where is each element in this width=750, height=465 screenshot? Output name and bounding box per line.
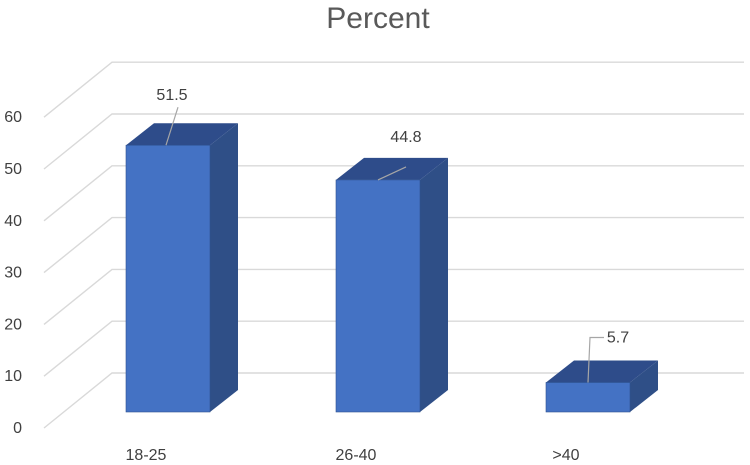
data-label-leader (587, 336, 604, 383)
data-label: 5.7 (607, 329, 629, 346)
gridline (43, 372, 744, 429)
data-label-leader (377, 166, 407, 181)
bar-top-face (546, 360, 658, 383)
y-tick-label: 10 (4, 368, 22, 385)
y-tick-label: 60 (4, 109, 22, 126)
data-label: 44.8 (390, 129, 421, 146)
gridline (43, 320, 744, 377)
bar-side-face (630, 360, 658, 412)
bar (545, 360, 658, 413)
bar (335, 157, 448, 413)
bar-front-face (125, 144, 211, 413)
data-labels: 51.5 44.8 5.7 (156, 87, 629, 383)
y-axis-ticks: 0 10 20 30 40 50 60 (4, 109, 22, 437)
bar-top-face (126, 123, 238, 146)
bars (125, 123, 658, 413)
gridline (43, 268, 744, 325)
y-tick-label: 50 (4, 161, 22, 178)
gridline (43, 165, 744, 222)
chart-title: Percent (326, 2, 430, 35)
bar-front-face (335, 179, 421, 413)
y-tick-label: 20 (4, 316, 22, 333)
bar (125, 123, 238, 413)
y-tick-label: 0 (13, 420, 22, 437)
x-category-label: 26-40 (336, 447, 377, 464)
y-tick-label: 30 (4, 265, 22, 282)
gridlines (43, 61, 744, 429)
x-category-label: >40 (552, 447, 579, 464)
data-label-leader (165, 107, 179, 146)
bar-top-face (336, 157, 448, 180)
gridline (43, 216, 744, 274)
gridline (43, 61, 744, 118)
data-label: 51.5 (156, 87, 187, 104)
gridline (43, 113, 744, 170)
y-tick-label: 40 (4, 213, 22, 230)
x-axis-categories: 18-25 26-40 >40 (126, 447, 580, 464)
bar-front-face (545, 382, 631, 413)
bar-side-face (210, 123, 238, 412)
x-category-label: 18-25 (126, 447, 167, 464)
bar-side-face (420, 157, 448, 412)
